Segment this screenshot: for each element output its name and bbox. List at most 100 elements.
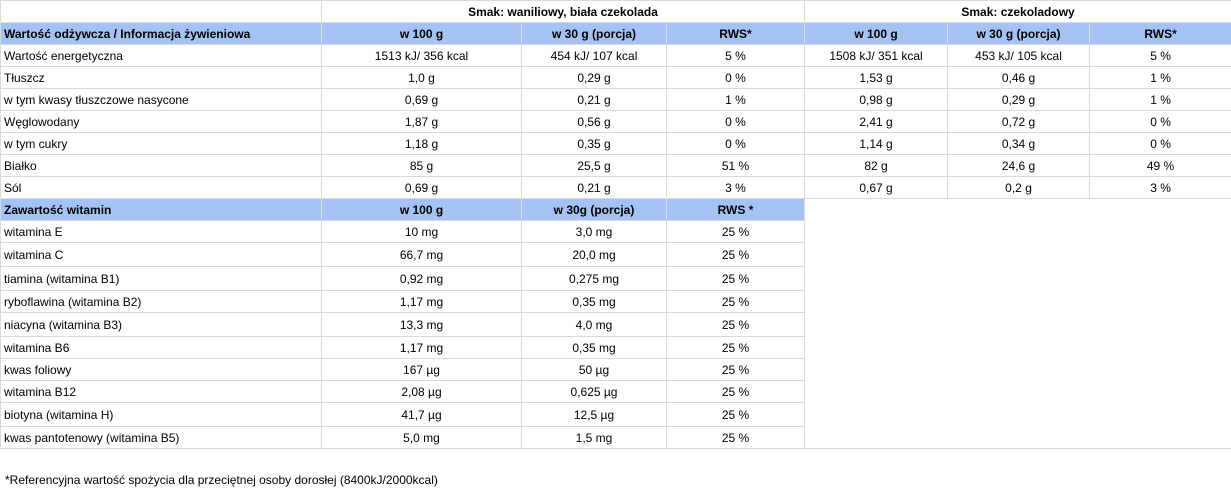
vitamin-row: niacyna (witamina B3) 13,3 mg 4,0 mg 25 … — [0, 312, 1231, 337]
nutrient-name: Tłuszcz — [0, 66, 322, 89]
vanilla-per30-value: 0,21 g — [521, 176, 667, 199]
vanilla-per30-value: 454 kJ/ 107 kcal — [521, 44, 667, 67]
chocolate-per30-value: 0,34 g — [947, 132, 1091, 155]
vanilla-per100-value: 1,0 g — [321, 66, 522, 89]
chocolate-per30-value: 0,29 g — [947, 88, 1091, 111]
vitamin-row: kwas foliowy 167 µg 50 µg 25 % — [0, 358, 1231, 381]
chocolate-per30-value: 0,46 g — [947, 66, 1091, 89]
vitamin-rws-value: 25 % — [665, 220, 806, 243]
chocolate-rws-value: 1 % — [1089, 88, 1231, 111]
vanilla-per100-header: w 100 g — [321, 22, 522, 45]
vitamin-per100-value: 13,3 mg — [321, 312, 522, 337]
nutrition-row: Węglowodany 1,87 g 0,56 g 0 % 2,41 g 0,7… — [0, 110, 1231, 133]
vitamin-name: kwas pantotenowy (witamina B5) — [0, 426, 322, 449]
chocolate-rws-value: 3 % — [1089, 176, 1231, 199]
flavor-vanilla-title: Smak: waniliowy, biała czekolada — [320, 0, 806, 23]
vanilla-per30-value: 0,56 g — [521, 110, 667, 133]
nutrition-row: Białko 85 g 25,5 g 51 % 82 g 24,6 g 49 % — [0, 154, 1231, 177]
vitamin-per30-value: 0,35 mg — [521, 336, 667, 359]
chocolate-per100-value: 1,14 g — [804, 132, 949, 155]
vitamin-per100-value: 5,0 mg — [321, 426, 522, 449]
nutrition-row: w tym cukry 1,18 g 0,35 g 0 % 1,14 g 0,3… — [0, 132, 1231, 155]
chocolate-per30-value: 0,2 g — [947, 176, 1091, 199]
vitamin-rws-value: 25 % — [665, 380, 806, 403]
vanilla-rws-value: 0 % — [665, 66, 806, 89]
vitamin-name: ryboflawina (witamina B2) — [0, 290, 322, 313]
vitamin-per30-value: 1,5 mg — [521, 426, 667, 449]
vitamin-per30-value: 4,0 mg — [521, 312, 667, 337]
vitamin-header-label: Zawartość witamin — [0, 198, 322, 221]
vitamin-per100-value: 0,92 mg — [321, 266, 522, 291]
nutrient-name: Białko — [0, 154, 322, 177]
vitamin-name: biotyna (witamina H) — [0, 402, 322, 427]
chocolate-per100-header: w 100 g — [804, 22, 949, 45]
flavor-chocolate-title: Smak: czekoladowy — [804, 0, 1231, 23]
vitamin-name: tiamina (witamina B1) — [0, 266, 322, 291]
nutrient-name: w tym kwasy tłuszczowe nasycone — [0, 88, 322, 111]
chocolate-per30-value: 0,72 g — [947, 110, 1091, 133]
empty-area — [804, 198, 1231, 449]
vanilla-rws-value: 51 % — [665, 154, 806, 177]
nutrition-row: Wartość energetyczna 1513 kJ/ 356 kcal 4… — [0, 44, 1231, 67]
footnote: *Referencyjna wartość spożycia dla przec… — [5, 473, 438, 487]
vitamin-name: witamina B12 — [0, 380, 322, 403]
vitamin-row: witamina C 66,7 mg 20,0 mg 25 % — [0, 242, 1231, 267]
vitamin-per100-value: 2,08 µg — [321, 380, 522, 403]
chocolate-per30-value: 453 kJ/ 105 kcal — [947, 44, 1091, 67]
vitamin-rws-value: 25 % — [665, 266, 806, 291]
chocolate-rws-value: 1 % — [1089, 66, 1231, 89]
vitamin-per100-value: 1,17 mg — [321, 290, 522, 313]
nutrition-row: w tym kwasy tłuszczowe nasycone 0,69 g 0… — [0, 88, 1231, 111]
vitamin-rws-value: 25 % — [665, 290, 806, 313]
vitamin-per30-value: 50 µg — [521, 358, 667, 381]
vanilla-per30-value: 0,29 g — [521, 66, 667, 89]
chocolate-per100-value: 1508 kJ/ 351 kcal — [804, 44, 949, 67]
vanilla-rws-value: 0 % — [665, 132, 806, 155]
vitamin-rws-value: 25 % — [665, 426, 806, 449]
vitamin-row: biotyna (witamina H) 41,7 µg 12,5 µg 25 … — [0, 402, 1231, 427]
vitamin-per100-value: 41,7 µg — [321, 402, 522, 427]
vitamin-name: kwas foliowy — [0, 358, 322, 381]
nutrition-header-label: Wartość odżywcza / Informacja żywieniowa — [0, 22, 322, 45]
vanilla-per30-value: 0,35 g — [521, 132, 667, 155]
chocolate-rws-value: 49 % — [1089, 154, 1231, 177]
nutrient-name: w tym cukry — [0, 132, 322, 155]
vanilla-rws-value: 1 % — [665, 88, 806, 111]
chocolate-per100-value: 1,53 g — [804, 66, 949, 89]
vitamin-header-row: Zawartość witamin w 100 g w 30g (porcja)… — [0, 198, 1231, 449]
vanilla-per30-value: 0,21 g — [521, 88, 667, 111]
nutrition-header-row: Wartość odżywcza / Informacja żywieniowa… — [0, 22, 1231, 45]
vanilla-per100-value: 0,69 g — [321, 176, 522, 199]
vanilla-per100-value: 1,87 g — [321, 110, 522, 133]
flavor-row: Smak: waniliowy, biała czekolada Smak: c… — [0, 0, 1231, 23]
vanilla-rws-value: 5 % — [665, 44, 806, 67]
vanilla-rws-value: 3 % — [665, 176, 806, 199]
vitamin-rws-value: 25 % — [665, 242, 806, 267]
vitamin-rws-value: 25 % — [665, 358, 806, 381]
chocolate-per100-value: 0,98 g — [804, 88, 949, 111]
nutrition-row: Tłuszcz 1,0 g 0,29 g 0 % 1,53 g 0,46 g 1… — [0, 66, 1231, 89]
vitamin-per100-value: 66,7 mg — [321, 242, 522, 267]
vitamin-name: witamina E — [0, 220, 322, 243]
vanilla-rws-value: 0 % — [665, 110, 806, 133]
vitamin-per30-value: 20,0 mg — [521, 242, 667, 267]
chocolate-per100-value: 82 g — [804, 154, 949, 177]
vitamin-rws-header: RWS * — [665, 198, 806, 221]
vitamin-name: niacyna (witamina B3) — [0, 312, 322, 337]
chocolate-rws-value: 0 % — [1089, 132, 1231, 155]
vitamin-per30-value: 0,625 µg — [521, 380, 667, 403]
empty-cell — [0, 0, 322, 23]
vanilla-per100-value: 85 g — [321, 154, 522, 177]
vitamin-per30-value: 0,275 mg — [521, 266, 667, 291]
vitamin-per100-header: w 100 g — [321, 198, 522, 221]
vitamin-rws-value: 25 % — [665, 336, 806, 359]
vanilla-per100-value: 1513 kJ/ 356 kcal — [321, 44, 522, 67]
nutrition-table: Smak: waniliowy, biała czekolada Smak: c… — [0, 0, 1231, 449]
chocolate-per30-value: 24,6 g — [947, 154, 1091, 177]
vitamin-per30-value: 3,0 mg — [521, 220, 667, 243]
chocolate-per100-value: 0,67 g — [804, 176, 949, 199]
nutrition-row: Sól 0,69 g 0,21 g 3 % 0,67 g 0,2 g 3 % — [0, 176, 1231, 199]
vitamin-per30-header: w 30g (porcja) — [521, 198, 667, 221]
vitamin-rws-value: 25 % — [665, 312, 806, 337]
vitamin-rws-value: 25 % — [665, 402, 806, 427]
